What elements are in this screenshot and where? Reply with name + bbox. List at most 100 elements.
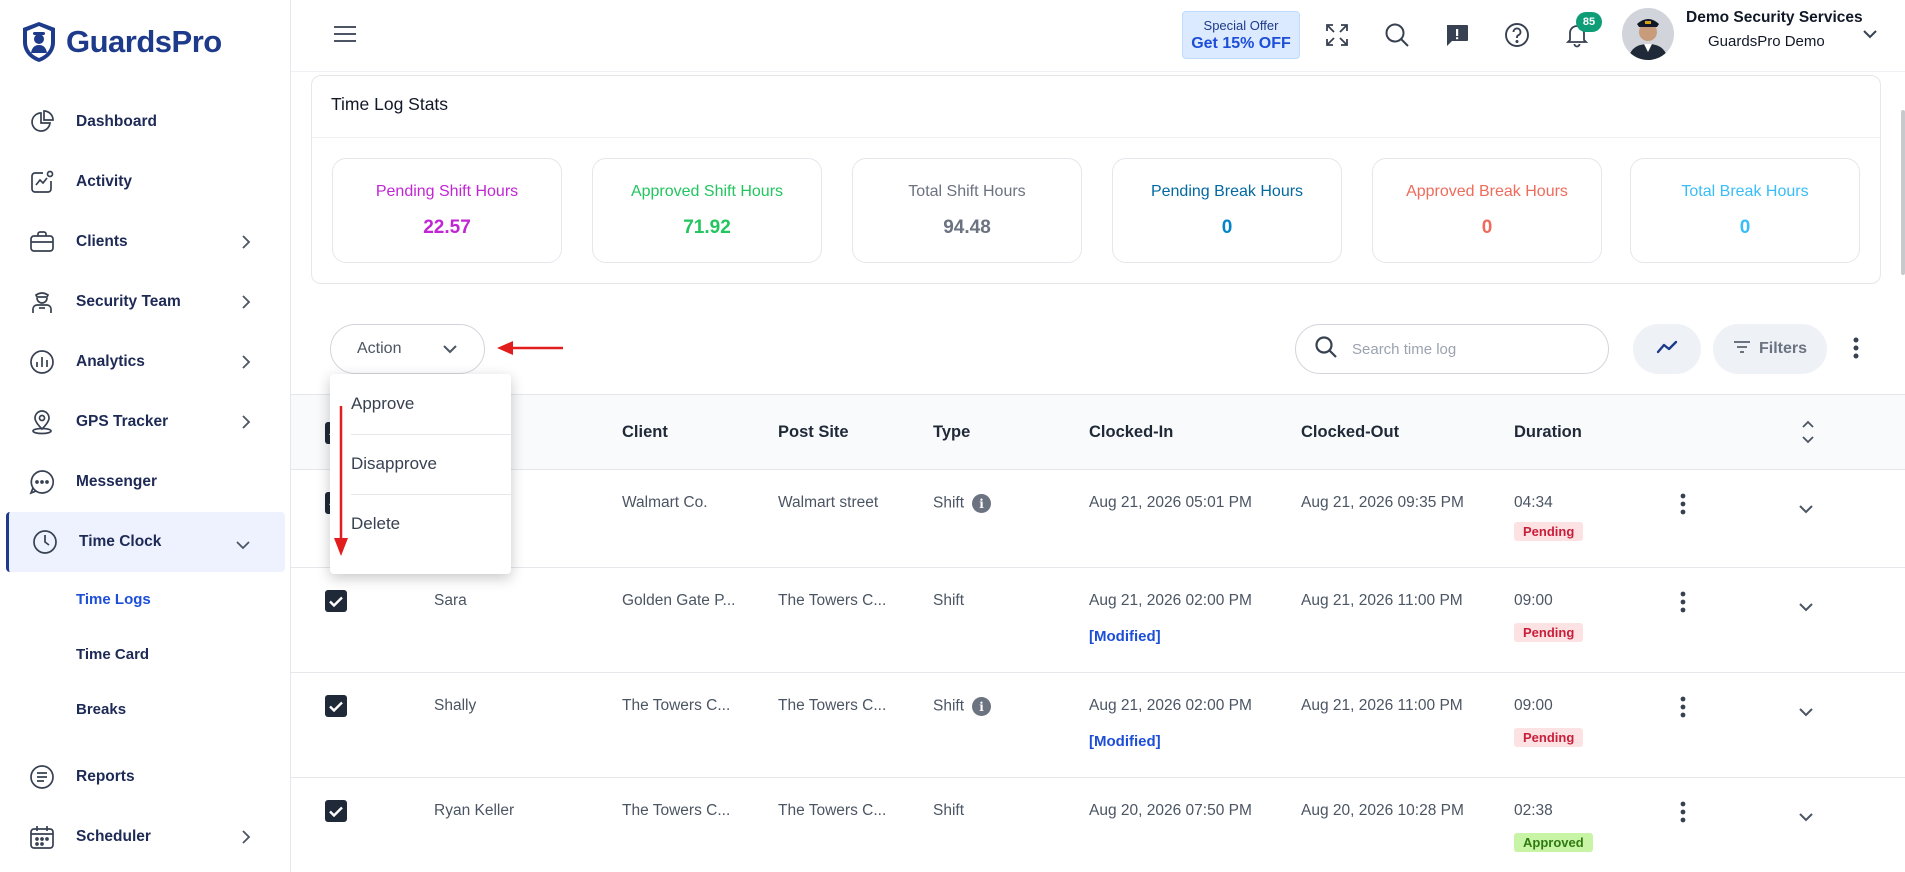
avatar[interactable] (1622, 8, 1674, 60)
cell-type: Shift i (933, 494, 992, 513)
row-checkbox[interactable] (325, 800, 347, 822)
action-dropdown-button[interactable]: Action (330, 324, 485, 374)
sidebar-item-activity[interactable]: Activity (0, 152, 291, 212)
menu-item-disapprove[interactable]: Disapprove (351, 454, 437, 473)
row-expand-chevron-icon[interactable] (1798, 501, 1814, 519)
chevron-down-icon (442, 341, 458, 359)
chevron-down-icon[interactable] (1862, 26, 1878, 44)
topbar: Special Offer Get 15% OFF 85 Demo Securi… (291, 0, 1905, 72)
sidebar-item-time-clock[interactable]: Time Clock (6, 512, 285, 572)
feedback-icon[interactable] (1442, 20, 1472, 50)
table-row[interactable]: Walmart Co. Walmart street Shift i Aug 21… (291, 470, 1905, 568)
stat-card-pending-break: Pending Break Hours 0 (1112, 158, 1342, 263)
sidebar-item-label: Dashboard (76, 113, 157, 130)
chevron-right-icon (241, 234, 251, 255)
divider (351, 434, 511, 435)
row-expand-chevron-icon[interactable] (1798, 704, 1814, 722)
column-header-client[interactable]: Client (622, 423, 668, 441)
annotation-arrow-down-icon (333, 404, 349, 563)
more-options-icon[interactable] (1853, 336, 1859, 365)
column-header-post-site[interactable]: Post Site (778, 423, 849, 441)
cell-post-site: The Towers C... (778, 697, 887, 714)
sidebar-item-label: GPS Tracker (76, 413, 169, 430)
modified-link[interactable]: [Modified] (1089, 628, 1161, 645)
time-log-table: Client Post Site Type Clocked-In Clocked… (291, 394, 1905, 872)
cell-duration: 09:00 (1514, 592, 1553, 609)
info-icon[interactable]: i (972, 494, 992, 513)
cell-type: Shift i (933, 697, 992, 716)
cell-name: Sara (434, 592, 467, 609)
modified-link[interactable]: [Modified] (1089, 733, 1161, 750)
chat-icon (28, 468, 56, 496)
row-expand-chevron-icon[interactable] (1798, 599, 1814, 617)
menu-item-delete[interactable]: Delete (351, 514, 401, 533)
column-header-clocked-in[interactable]: Clocked-In (1089, 423, 1174, 441)
sidebar-item-scheduler[interactable]: Scheduler (0, 807, 291, 867)
table-row[interactable]: Shally The Towers C... The Towers C... S… (291, 673, 1905, 778)
chevron-right-icon (241, 294, 251, 315)
table-row[interactable]: Sara Golden Gate P... The Towers C... Sh… (291, 568, 1905, 673)
sidebar-item-gps-tracker[interactable]: GPS Tracker (0, 392, 291, 452)
action-label: Action (357, 340, 402, 357)
sidebar-subitem-breaks[interactable]: Breaks (76, 701, 127, 718)
cell-clocked-in: Aug 21, 2026 02:00 PM (1089, 697, 1252, 714)
help-icon[interactable] (1502, 20, 1532, 50)
sidebar-subitem-time-logs[interactable]: Time Logs (76, 591, 151, 608)
row-more-options-icon[interactable] (1680, 591, 1686, 618)
cell-name: Ryan Keller (434, 802, 515, 819)
column-header-clocked-out[interactable]: Clocked-Out (1301, 423, 1400, 441)
stat-label: Approved Shift Hours (630, 183, 784, 200)
sidebar-subitem-time-card[interactable]: Time Card (76, 646, 150, 663)
stat-label: Pending Shift Hours (375, 183, 519, 200)
sidebar-item-dashboard[interactable]: Dashboard (0, 92, 291, 152)
row-more-options-icon[interactable] (1680, 493, 1686, 520)
table-row[interactable]: Ryan Keller The Towers C... The Towers C… (291, 778, 1905, 872)
cell-type: Shift (933, 802, 965, 819)
sidebar-item-label: Time Clock (79, 533, 162, 550)
sidebar-item-label: Clients (76, 233, 128, 250)
column-header-duration[interactable]: Duration (1514, 423, 1582, 441)
cell-duration: 09:00 (1514, 697, 1553, 714)
row-checkbox[interactable] (325, 590, 347, 612)
chevron-right-icon (241, 414, 251, 435)
notification-bell-icon[interactable]: 85 (1562, 12, 1602, 50)
sidebar-item-label: Activity (76, 173, 132, 190)
briefcase-icon (28, 228, 56, 256)
info-icon[interactable]: i (972, 697, 992, 716)
search-time-log-field[interactable]: Search time log (1295, 324, 1609, 374)
column-header-type[interactable]: Type (933, 423, 971, 441)
expand-all-icon[interactable] (1801, 419, 1815, 450)
stat-value: 94.48 (943, 217, 991, 238)
cell-post-site: The Towers C... (778, 802, 887, 819)
activity-icon (28, 168, 56, 196)
row-expand-chevron-icon[interactable] (1798, 809, 1814, 827)
chart-toggle-button[interactable] (1633, 324, 1701, 374)
fullscreen-icon[interactable] (1322, 20, 1352, 50)
page-scrollbar[interactable] (1901, 110, 1905, 275)
stat-card-pending-shift: Pending Shift Hours 22.57 (332, 158, 562, 263)
menu-item-approve[interactable]: Approve (351, 394, 415, 413)
status-badge: Pending (1514, 728, 1584, 747)
row-checkbox[interactable] (325, 695, 347, 717)
sidebar-item-clients[interactable]: Clients (0, 212, 291, 272)
row-more-options-icon[interactable] (1680, 801, 1686, 828)
status-badge: Pending (1514, 623, 1584, 642)
search-icon[interactable] (1382, 20, 1412, 50)
sidebar-item-analytics[interactable]: Analytics (0, 332, 291, 392)
cell-clocked-out: Aug 21, 2026 11:00 PM (1301, 697, 1463, 714)
cell-clocked-out: Aug 20, 2026 10:28 PM (1301, 802, 1464, 819)
cell-client: The Towers C... (622, 802, 731, 819)
brand-logo[interactable]: GuardsPro (20, 20, 222, 64)
user-org: GuardsPro Demo (1708, 33, 1825, 50)
sidebar-item-messenger[interactable]: Messenger (0, 452, 291, 512)
cell-type: Shift (933, 592, 965, 609)
sidebar-item-reports[interactable]: Reports (0, 747, 291, 807)
menu-toggle-icon[interactable] (333, 24, 357, 49)
cell-name: Shally (434, 697, 477, 714)
row-more-options-icon[interactable] (1680, 696, 1686, 723)
cell-post-site: Walmart street (778, 494, 879, 511)
analytics-icon (28, 348, 56, 376)
sidebar-item-security-team[interactable]: Security Team (0, 272, 291, 332)
special-offer-button[interactable]: Special Offer Get 15% OFF (1182, 11, 1300, 59)
filters-button[interactable]: Filters (1713, 324, 1827, 374)
